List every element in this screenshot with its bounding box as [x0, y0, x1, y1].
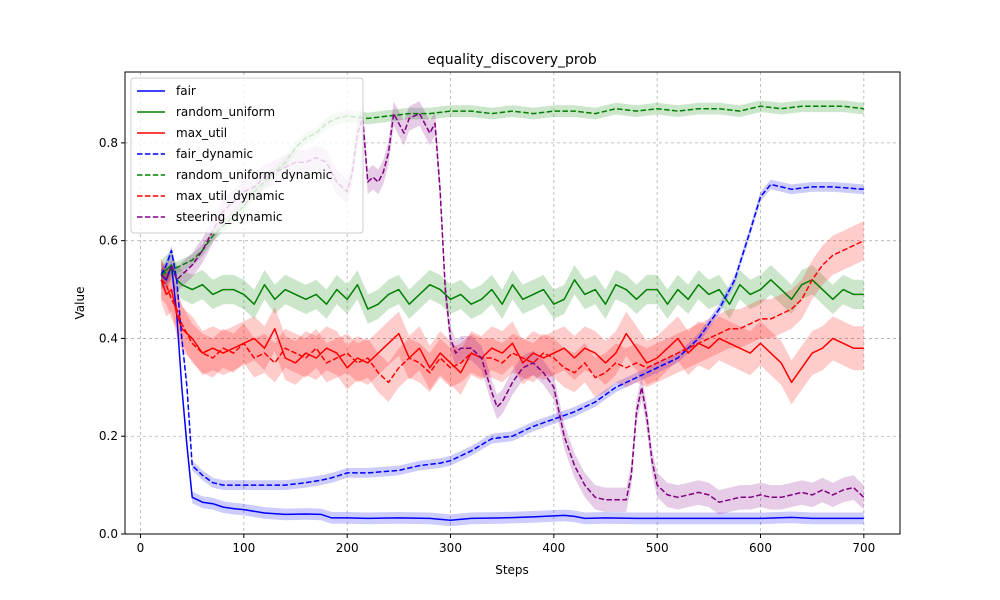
y-tick-label: 0.8: [99, 136, 118, 150]
fair-line: [160, 264, 864, 522]
x-tick-label: 600: [749, 541, 772, 555]
x-tick-label: 200: [336, 541, 359, 555]
y-tick-label: 0.4: [99, 331, 118, 345]
legend-label: fair_dynamic: [176, 147, 253, 161]
x-tick-label: 100: [232, 541, 255, 555]
random_uniform-band: [161, 250, 864, 324]
chart-title: equality_discovery_prob: [427, 52, 597, 68]
y-axis-ticks: 0.0 0.2 0.4 0.6 0.8: [99, 136, 125, 541]
max_util-line: [160, 279, 864, 384]
y-tick-label: 0.6: [99, 234, 118, 248]
x-axis-ticks: 0 100 200 300 400 500 600 700: [137, 534, 875, 555]
max_util-band: [161, 257, 864, 405]
legend-label: steering_dynamic: [176, 210, 283, 224]
max_util_dynamic-line: [160, 240, 865, 384]
legend-label: random_uniform: [176, 105, 275, 119]
x-tick-label: 0: [137, 541, 145, 555]
series-lines: [160, 105, 865, 522]
legend-label: max_util: [176, 126, 227, 140]
plot-frame: [124, 71, 901, 535]
legend-label: fair: [176, 84, 196, 98]
x-tick-label: 500: [646, 541, 669, 555]
confidence-bands: [161, 100, 864, 527]
legend-label: max_util_dynamic: [176, 189, 284, 203]
x-tick-label: 300: [439, 541, 462, 555]
y-axis-label: Value: [73, 287, 87, 320]
y-tick-label: 0.2: [99, 429, 118, 443]
steering_dynamic-line: [160, 112, 865, 503]
legend: fair random_uniform max_util fair_dynamicra…: [130, 77, 364, 234]
legend-box: [130, 77, 364, 234]
legend-label: random_uniform_dynamic: [176, 168, 332, 182]
fair_dynamic-line: [160, 183, 864, 486]
random_uniform-line: [160, 264, 864, 310]
x-tick-label: 700: [852, 541, 875, 555]
x-axis-label: Steps: [495, 563, 529, 577]
max_util_dynamic-band: [161, 221, 864, 402]
x-tick-label: 400: [542, 541, 565, 555]
y-tick-label: 0.0: [99, 527, 118, 541]
